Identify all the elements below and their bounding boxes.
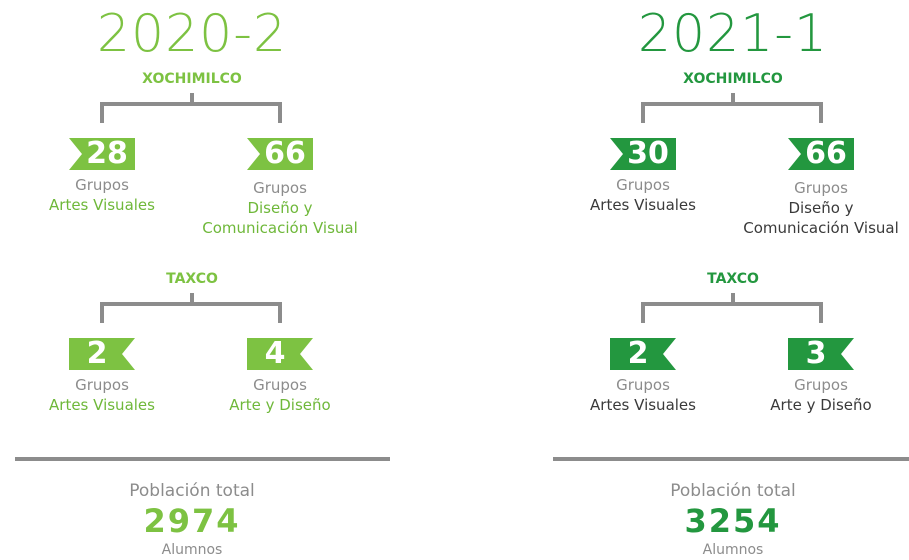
count-badge — [610, 138, 676, 170]
program-name: Arte y Diseño — [770, 396, 872, 414]
program-name: Artes Visuales — [590, 396, 696, 414]
count-badge — [247, 138, 313, 170]
group-count: 66 — [264, 136, 306, 171]
unit-label: Grupos — [616, 376, 670, 394]
unit-label: Grupos — [616, 176, 670, 194]
campus-name: TAXCO — [707, 271, 759, 287]
unit-label: Grupos — [253, 179, 307, 197]
total-unit: Alumnos — [702, 542, 764, 558]
campus-name: TAXCO — [166, 271, 218, 287]
period-title: 2021-1 — [637, 4, 829, 64]
program-name: Comunicación Visual — [743, 219, 899, 237]
group-count: 2 — [627, 336, 649, 371]
program-name: Comunicación Visual — [202, 219, 358, 237]
bracket — [100, 293, 282, 323]
unit-label: Grupos — [253, 376, 307, 394]
group-count: 3 — [805, 336, 827, 371]
count-badge — [788, 338, 854, 370]
program-name: Artes Visuales — [590, 196, 696, 214]
group-count: 66 — [805, 136, 847, 171]
group-count: 2 — [86, 336, 108, 371]
group-count: 4 — [264, 336, 286, 371]
total-value: 2974 — [143, 502, 241, 540]
bracket — [100, 93, 282, 123]
count-badge — [610, 338, 676, 370]
total-unit: Alumnos — [161, 542, 223, 558]
program-name: Diseño y — [247, 199, 313, 217]
program-name: Artes Visuales — [49, 396, 155, 414]
unit-label: Grupos — [794, 376, 848, 394]
campus-name: XOCHIMILCO — [683, 71, 783, 87]
count-badge — [788, 138, 854, 170]
total-value: 3254 — [684, 502, 782, 540]
program-name: Diseño y — [788, 199, 854, 217]
count-badge — [69, 338, 135, 370]
program-name: Artes Visuales — [49, 196, 155, 214]
unit-label: Grupos — [794, 179, 848, 197]
count-badge — [247, 338, 313, 370]
total-label: Población total — [129, 481, 255, 501]
bracket — [641, 93, 823, 123]
unit-label: Grupos — [75, 376, 129, 394]
campus-name: XOCHIMILCO — [142, 71, 242, 87]
period-title: 2020-2 — [96, 4, 288, 64]
count-badge — [69, 138, 135, 170]
total-label: Población total — [670, 481, 796, 501]
unit-label: Grupos — [75, 176, 129, 194]
group-count: 28 — [86, 136, 128, 171]
group-count: 30 — [627, 136, 669, 171]
bracket — [641, 293, 823, 323]
program-name: Arte y Diseño — [229, 396, 331, 414]
